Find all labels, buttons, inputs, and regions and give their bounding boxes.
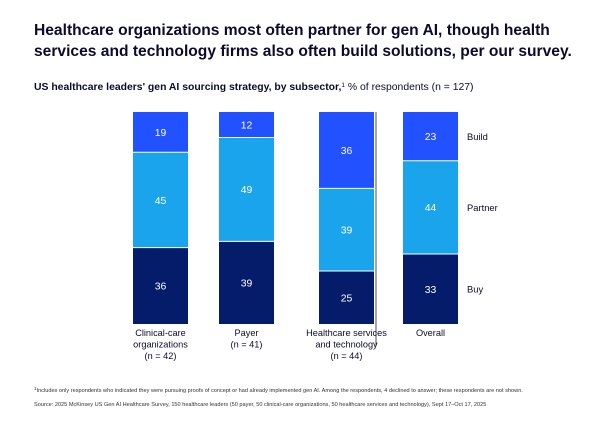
bar-buy-healthcare-services <box>319 271 374 324</box>
data-label-build-clinical-care: 19 <box>155 128 167 139</box>
data-label-build-payer: 12 <box>241 121 253 132</box>
category-label-overall: Overall <box>416 328 445 338</box>
chart-subtitle: US healthcare leaders' gen AI sourcing s… <box>34 79 574 95</box>
bar-build-payer <box>219 112 274 138</box>
bar-buy-clinical-care <box>133 247 188 324</box>
footnote-marker: 1 <box>34 386 37 391</box>
subtitle-unit: % of respondents (n = 127) <box>345 82 474 93</box>
category-label-clinical-care: Clinical-care <box>135 328 186 338</box>
bar-partner-healthcare-services <box>319 188 374 271</box>
bar-build-clinical-care <box>133 112 188 153</box>
category-label-payer: (n = 41) <box>231 340 263 350</box>
category-label-clinical-care: (n = 42) <box>145 351 177 361</box>
bar-partner-clinical-care <box>133 152 188 248</box>
data-label-buy-healthcare-services: 25 <box>341 293 353 304</box>
bar-build-healthcare-services <box>319 112 374 189</box>
legend-label-build: Build <box>467 131 488 142</box>
subtitle-footnote-marker: 1 <box>341 82 345 89</box>
legend-label-partner: Partner <box>467 202 498 213</box>
data-label-partner-overall: 44 <box>425 203 437 214</box>
data-label-buy-clinical-care: 36 <box>155 282 167 293</box>
bar-partner-payer <box>219 137 274 242</box>
bar-buy-overall <box>403 254 458 324</box>
legend-label-buy: Buy <box>467 284 483 295</box>
data-label-partner-healthcare-services: 39 <box>341 225 353 236</box>
chart-headline: Healthcare organizations most often part… <box>34 22 572 60</box>
category-label-healthcare-services: Healthcare services <box>306 328 387 338</box>
category-label-clinical-care: organizations <box>133 340 188 350</box>
subtitle-main: US healthcare leaders' gen AI sourcing s… <box>34 82 342 93</box>
footnote-1: 1Includes only respondents who indicated… <box>34 385 574 396</box>
data-label-buy-payer: 39 <box>241 278 253 289</box>
category-label-healthcare-services: and technology <box>315 340 378 350</box>
source-note: Source: 2025 McKinsey US Gen AI Healthca… <box>34 402 487 408</box>
bar-partner-overall <box>403 160 458 255</box>
data-label-build-healthcare-services: 36 <box>341 146 353 157</box>
footnote-text: Includes only respondents who indicated … <box>36 388 523 394</box>
data-label-build-overall: 23 <box>425 132 437 143</box>
bar-build-overall <box>403 112 458 161</box>
data-label-partner-clinical-care: 45 <box>155 196 167 207</box>
category-label-payer: Payer <box>234 328 258 338</box>
category-label-healthcare-services: (n = 44) <box>331 351 363 361</box>
data-label-partner-payer: 49 <box>241 185 253 196</box>
bar-buy-payer <box>219 241 274 324</box>
data-label-buy-overall: 33 <box>425 285 437 296</box>
